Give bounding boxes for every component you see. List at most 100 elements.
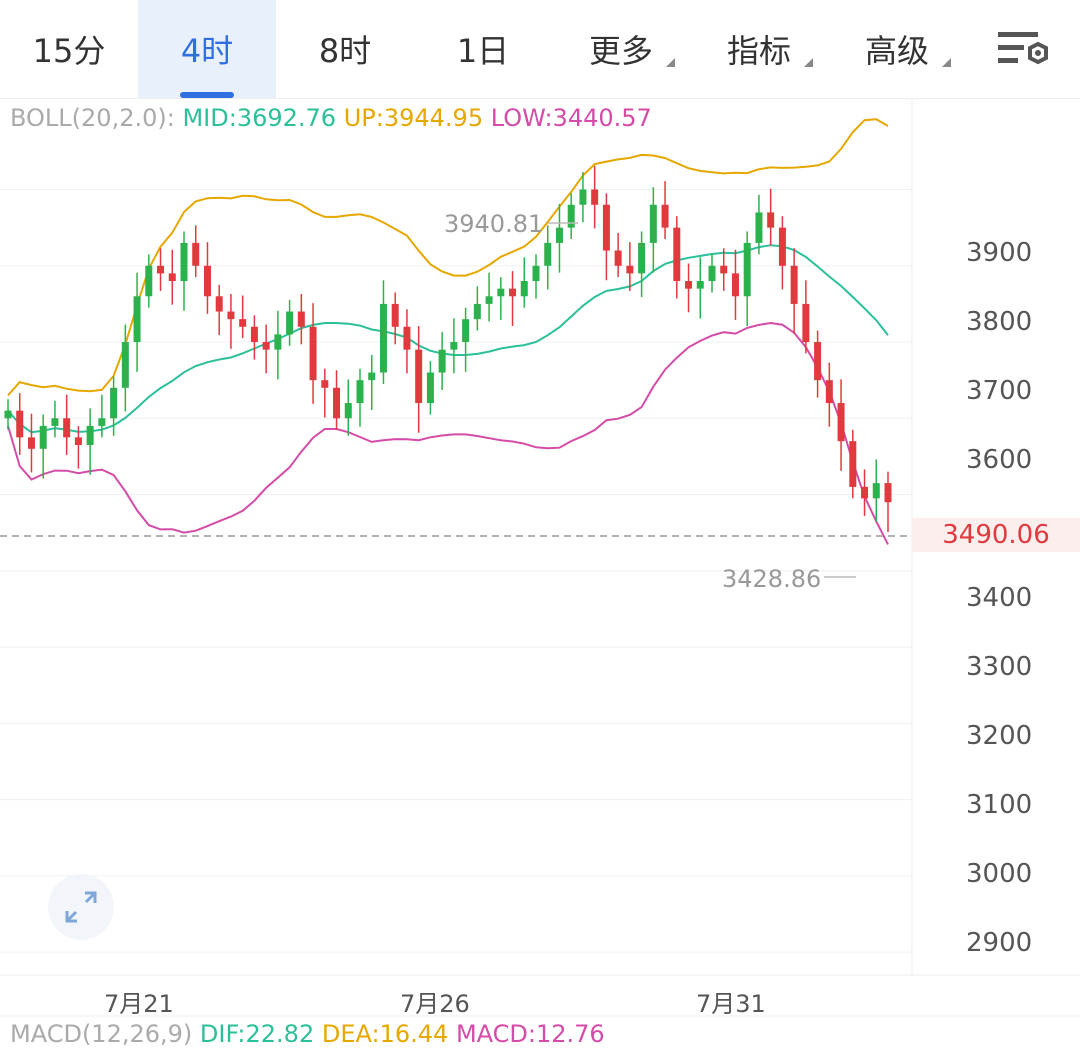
candle-body	[720, 265, 728, 274]
candle-body	[755, 212, 763, 243]
boll-low-value: LOW:3440.57	[490, 104, 652, 132]
toolbar-divider	[0, 98, 1080, 99]
price-axis-label: 3300	[966, 652, 1033, 682]
candle-body	[227, 311, 235, 320]
candle-body	[262, 342, 270, 350]
candle-body	[626, 265, 634, 274]
candle-body	[27, 437, 35, 449]
tab-advanced-dropdown[interactable]: 高级	[828, 0, 966, 98]
candle-body	[368, 372, 376, 381]
timeframe-toolbar: 15分 4时 8时 1日 更多 指标 高级	[0, 0, 1080, 98]
macd-dif-value: DIF:22.82	[199, 1020, 315, 1048]
candle-body	[614, 250, 622, 266]
candle-body	[802, 303, 810, 343]
tab-4h[interactable]: 4时	[138, 0, 276, 98]
candle-body	[861, 486, 869, 499]
expand-icon	[65, 891, 97, 923]
tab-label: 15分	[32, 32, 106, 70]
price-axis-label: 3000	[966, 859, 1033, 889]
price-axis-label: 3700	[966, 376, 1033, 406]
candle-body	[74, 437, 82, 445]
dropdown-caret-icon	[666, 58, 675, 67]
boll-mid-value: MID:3692.76	[182, 104, 337, 132]
dropdown-caret-icon	[942, 58, 951, 67]
candle-body	[790, 265, 798, 304]
macd-name: MACD(12,26,9)	[10, 1020, 193, 1048]
candle-body	[661, 204, 669, 228]
candle-body	[743, 242, 751, 297]
candle-body	[649, 204, 657, 243]
candle-body	[356, 380, 364, 404]
boll-lower-band	[7, 321, 889, 545]
boll-name: BOLL(20,2.0):	[10, 104, 175, 132]
candle-body	[321, 380, 329, 388]
candle-body	[192, 242, 200, 266]
tab-more-dropdown[interactable]: 更多	[552, 0, 690, 98]
macd-legend: MACD(12,26,9) DIF:22.82 DEA:16.44 MACD:1…	[10, 1020, 605, 1048]
candle-body	[708, 265, 716, 282]
candle-body	[532, 265, 540, 282]
candle-body	[485, 296, 493, 304]
candle-body	[145, 265, 153, 297]
candle-body	[497, 288, 505, 297]
macd-value: MACD:12.76	[455, 1020, 605, 1048]
candle-body	[591, 189, 599, 205]
candle-body	[731, 273, 739, 297]
candle-body	[180, 242, 188, 282]
candle-body	[438, 349, 446, 373]
candle-body	[121, 342, 129, 388]
candle-body	[884, 483, 892, 503]
candle-body	[274, 334, 282, 350]
candle-body	[544, 242, 552, 266]
candle-body	[168, 273, 176, 282]
time-axis-label: 7月26	[400, 990, 470, 1018]
candle-body	[98, 418, 106, 426]
tab-label: 更多	[588, 32, 653, 70]
candle-body	[520, 281, 528, 297]
candle-body	[4, 410, 12, 419]
tab-indicators-dropdown[interactable]: 指标	[690, 0, 828, 98]
boll-upper-band	[7, 118, 889, 397]
candle-body	[426, 372, 434, 404]
candle-body	[462, 319, 470, 343]
candle-body	[450, 342, 458, 350]
candle-body	[638, 242, 646, 274]
boll-up-value: UP:3944.95	[343, 104, 484, 132]
candle-body	[215, 296, 223, 312]
candle-body	[63, 418, 71, 438]
macd-dea-value: DEA:16.44	[321, 1020, 449, 1048]
candle-body	[473, 303, 481, 320]
candle-body	[579, 189, 587, 205]
candle-body	[696, 281, 704, 289]
candle-body	[567, 204, 575, 228]
candle-body	[203, 265, 211, 297]
tab-15min[interactable]: 15分	[0, 0, 138, 98]
tab-label: 指标	[726, 32, 791, 70]
candle-body	[133, 296, 141, 343]
candle-body	[872, 483, 880, 499]
high-price-annotation: 3940.81	[444, 210, 544, 238]
price-axis-label: 3900	[966, 238, 1033, 268]
tab-1d[interactable]: 1日	[414, 0, 552, 98]
candle-body	[415, 349, 423, 404]
candle-body	[286, 311, 294, 335]
candle-body	[250, 326, 258, 343]
price-axis-label: 3100	[966, 790, 1033, 820]
candle-body	[767, 212, 775, 228]
low-price-annotation: 3428.86	[722, 565, 822, 593]
chart-settings-icon[interactable]	[994, 26, 1050, 72]
price-axis-label: 3800	[966, 307, 1033, 337]
tab-8h[interactable]: 8时	[276, 0, 414, 98]
expand-chart-button[interactable]	[48, 874, 114, 940]
candle-body	[16, 410, 24, 438]
candle-body	[685, 281, 693, 289]
candle-body	[825, 380, 833, 404]
candle-body	[837, 403, 845, 442]
candle-body	[51, 418, 59, 426]
tab-label: 8时	[318, 32, 372, 70]
tab-label: 高级	[864, 32, 929, 70]
candle-body	[814, 342, 822, 381]
candle-body	[239, 319, 247, 327]
candle-body	[379, 303, 387, 373]
candle-body	[555, 227, 563, 243]
